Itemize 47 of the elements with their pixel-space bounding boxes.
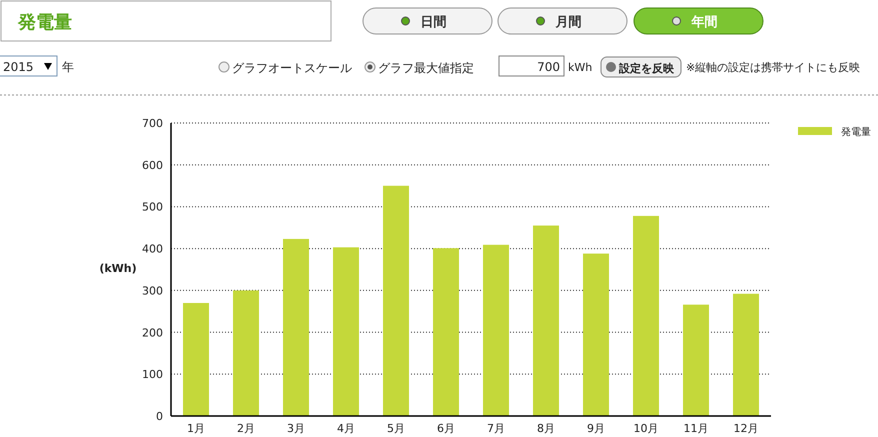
y-tick-label: 300 [142,284,163,298]
y-tick-label: 700 [142,117,163,130]
x-tick-label: 1月 [187,422,205,435]
bar [183,302,209,416]
x-tick-label: 11月 [684,422,708,435]
annotation: グラフ最大値指定 [364,61,474,75]
bar [683,304,709,416]
y-tick-label: 500 [142,200,163,214]
legend: 発電量 [798,127,871,138]
x-tick-label: 4月 [337,422,355,435]
y-tick-label: 400 [142,242,163,256]
x-tick-label: 2月 [237,422,255,435]
annotation: 設定を反映 [600,56,682,78]
annotation: 年 [62,60,74,74]
bar [383,186,409,416]
x-tick-label: 10月 [634,422,658,435]
y-tick-label: 100 [142,368,163,382]
bar [733,294,759,416]
bar [533,226,559,416]
x-tick-label: 8月 [537,422,555,435]
bar [633,216,659,416]
annotation: 700 [498,56,564,76]
annotation: 年間 [634,8,764,34]
x-tick-label: 6月 [437,422,455,435]
bar [333,247,359,416]
annotation: 日間 [362,8,492,34]
annotation: kWh [568,61,592,74]
annotation: グラフオートスケール [218,61,352,75]
y-tick-label: 200 [142,326,163,340]
bar [583,254,609,416]
y-tick-label: 0 [156,410,163,423]
bar [483,244,509,416]
chart-title: 発電量 [17,12,72,33]
x-tick-label: 12月 [734,422,758,435]
bar [283,238,309,416]
x-tick-label: 7月 [487,422,505,435]
y-axis-title: (kWh) [99,262,137,275]
annotation: 月間 [498,8,628,34]
x-tick-label: 5月 [387,422,405,435]
x-tick-label: 3月 [287,422,305,435]
x-tick-label: 9月 [587,422,605,435]
y-tick-label: 600 [142,158,163,172]
bar [233,290,259,416]
legend-label: 発電量 [841,127,871,138]
annotation: 2015 [0,56,58,76]
annotation: ※縦軸の設定は携帯サイトにも反映 [686,61,860,74]
bar [433,248,459,416]
